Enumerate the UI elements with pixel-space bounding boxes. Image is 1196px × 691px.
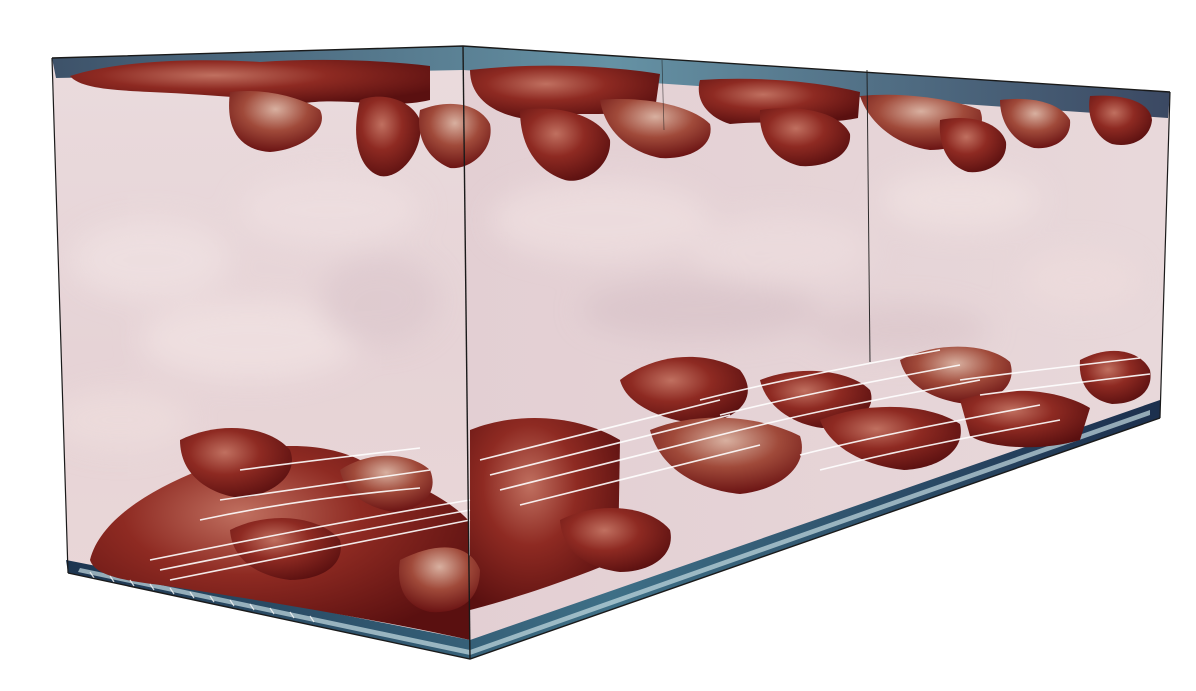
upper-vortex-structures <box>70 59 1152 181</box>
lower-vortex-structures <box>90 346 1151 640</box>
streamlines <box>149 349 1151 581</box>
bottom-floor-band <box>66 400 1160 659</box>
box-side-face <box>463 46 1170 659</box>
floor-hatching <box>89 571 315 623</box>
box-edges <box>51 45 1171 660</box>
